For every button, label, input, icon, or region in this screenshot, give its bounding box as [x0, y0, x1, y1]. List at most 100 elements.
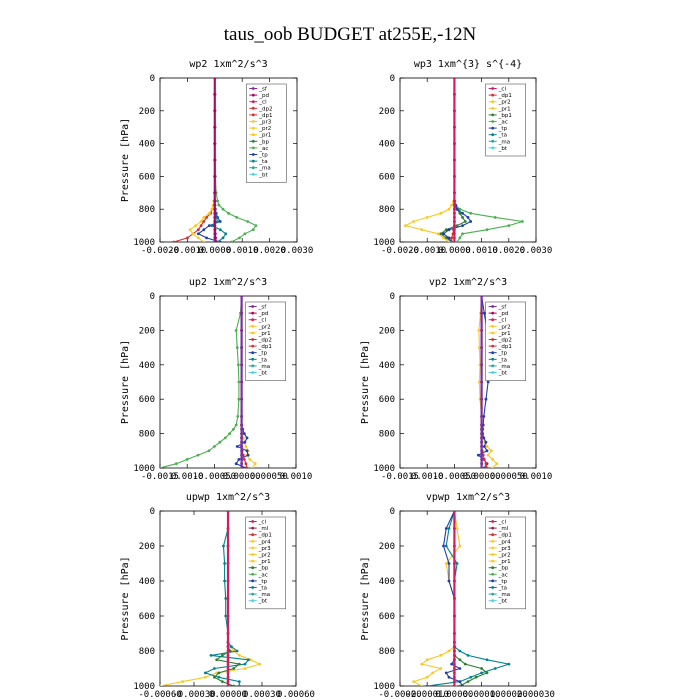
legend-marker — [251, 120, 255, 123]
legend-label: _bp — [258, 139, 269, 145]
series-point-bp — [463, 662, 467, 666]
series-point-pr — [202, 216, 206, 219]
legend-label: _dp2 — [258, 338, 272, 344]
series-point-ac — [461, 232, 464, 236]
legend-label: _ac — [498, 120, 508, 126]
x-tick-label: 0.0010 — [280, 472, 313, 482]
series-point-cl — [453, 653, 456, 657]
series-point-cl — [453, 675, 456, 679]
series-point-ac — [246, 220, 250, 223]
x-tick-label: 0.0020 — [493, 246, 526, 256]
series-point-pd — [213, 93, 217, 96]
x-tick-label: -0.00050 — [193, 472, 236, 482]
series-point-cl — [453, 640, 456, 644]
legend-marker — [251, 357, 255, 361]
y-tick-label: 1000 — [133, 464, 155, 474]
y-tick-label: 1000 — [373, 238, 395, 248]
series-point-bp — [455, 224, 459, 228]
series-point-sf — [480, 462, 483, 466]
series-point-tp — [245, 449, 249, 453]
series-point-bp — [217, 671, 221, 675]
panel-6: vpwp 1xm^2/s^3 Pressure [hPa] 0 200 400 600 80… — [360, 492, 555, 700]
legend-marker — [491, 559, 495, 563]
series-point-ta — [458, 649, 462, 653]
series-point-bp — [220, 680, 224, 684]
legend-label: _ma — [498, 592, 510, 598]
x-tick-label: 0.0010 — [465, 246, 498, 256]
series-point-ac — [216, 199, 219, 203]
series-point-sf — [240, 453, 244, 457]
series-point-bp — [461, 216, 464, 219]
series-point-pr — [478, 346, 481, 349]
series-point-dp — [186, 236, 189, 240]
series-point-tp — [447, 236, 451, 240]
series-point-pd — [213, 78, 217, 80]
legend-marker — [491, 113, 495, 117]
panel-title: up2 1xm^2/s^3 — [189, 277, 267, 288]
y-tick-label: 200 — [379, 326, 395, 336]
series-point-tp — [444, 671, 448, 675]
series-point-pr — [447, 207, 451, 211]
legend-marker — [251, 113, 255, 117]
series-point-ac — [236, 415, 240, 418]
series-point-sf — [240, 458, 244, 461]
series-point-dp — [242, 458, 246, 461]
series-point-pr — [491, 458, 494, 461]
plot-frame — [399, 295, 537, 469]
legend-label: _dp1 — [498, 533, 512, 539]
series-point-ac — [221, 207, 225, 211]
series-group — [172, 78, 258, 242]
series-point-sf — [480, 423, 483, 427]
series-point-pd — [213, 207, 217, 211]
series-point-ta — [221, 236, 225, 240]
series-point-ac — [455, 240, 459, 242]
series-point-ac — [234, 329, 238, 332]
series-point-tp — [447, 562, 451, 565]
series-point-pr — [207, 211, 211, 215]
series-point-ta — [447, 527, 451, 530]
series-point-cl — [226, 544, 230, 548]
series-point-pd — [213, 142, 217, 146]
series-point-cl — [453, 224, 456, 228]
series-point-cl — [453, 511, 456, 513]
series-point-ac — [160, 466, 162, 468]
y-tick-label: 800 — [139, 430, 155, 440]
series-point-pr — [420, 228, 424, 232]
series-point-pr — [425, 658, 429, 662]
series-point-dp — [482, 458, 486, 461]
series-point-pr — [248, 458, 252, 461]
series-point-ta — [218, 228, 222, 232]
legend-label: _ac — [258, 146, 268, 152]
series-point-tp — [447, 579, 451, 583]
series-point-tp — [218, 220, 222, 223]
series-point-ta — [223, 579, 227, 583]
x-tick-label: 0.00000 — [435, 690, 473, 700]
legend-marker — [251, 572, 255, 576]
legend-label: _sf — [498, 305, 508, 311]
series-point-tp — [482, 415, 486, 418]
legend-box — [485, 301, 526, 381]
series-point-ta — [466, 653, 470, 657]
series-group — [476, 296, 499, 468]
series-point-tp — [447, 675, 451, 679]
series-point-cl — [226, 667, 230, 670]
y-tick-label: 0 — [390, 507, 395, 517]
series-point-tp — [476, 453, 480, 457]
y-tick-label: 400 — [379, 361, 395, 371]
legend-label: _tp — [498, 351, 508, 357]
series-point-sf — [240, 329, 244, 332]
series-point-pd — [213, 228, 217, 232]
series-point-pd — [213, 232, 217, 236]
series-point-sf — [240, 449, 244, 453]
legend-marker — [491, 338, 495, 341]
series-point-sf — [240, 440, 244, 444]
legend-marker — [251, 166, 255, 170]
series-point-cl — [453, 191, 456, 195]
series-point-cl — [453, 142, 456, 146]
series-point-cl — [453, 658, 456, 662]
x-tick-label: 0.0000 — [438, 246, 471, 256]
y-axis-label: Pressure [hPa] — [360, 556, 371, 640]
legend-label: _pr1 — [258, 331, 271, 337]
series-point-dp — [202, 220, 206, 223]
panel-4: vp2 1xm^2/s^3 Pressure [hPa] 0 200 400 600 800… — [360, 277, 552, 482]
